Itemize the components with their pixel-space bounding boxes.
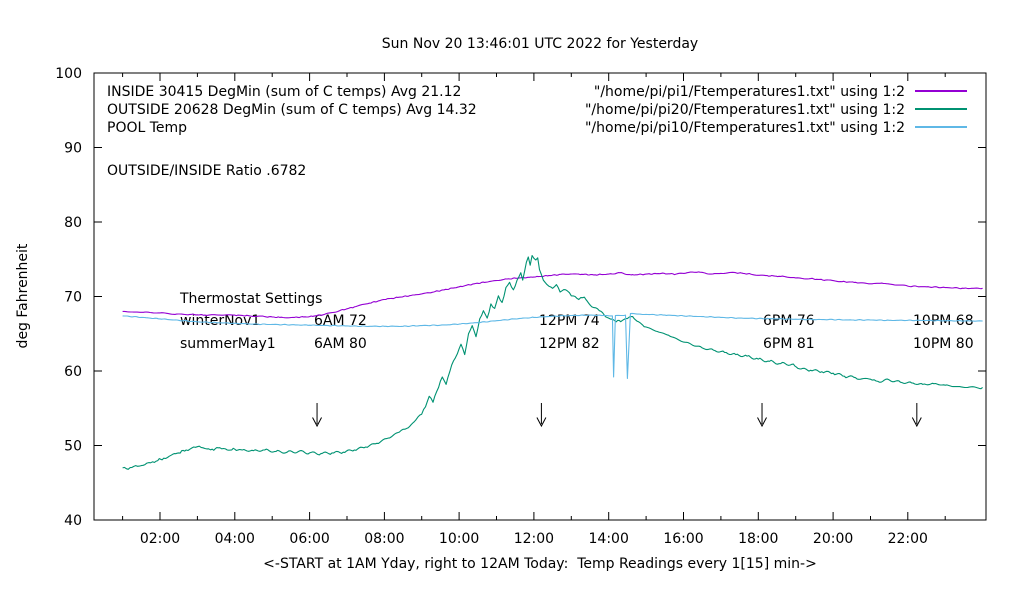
y-tick-label: 60: [64, 364, 82, 380]
y-tick-label: 40: [64, 513, 82, 529]
legend-line-sample-inside: [915, 90, 967, 92]
x-tick-label: 06:00: [289, 531, 329, 547]
y-tick-label: 70: [64, 290, 82, 306]
legend-file-inside: "/home/pi/pi1/Ftemperatures1.txt" using …: [593, 84, 905, 100]
y-tick-label: 50: [64, 439, 82, 455]
x-tick-label: 10:00: [439, 531, 479, 547]
legend-label-outside: OUTSIDE 20628 DegMin (sum of C temps) Av…: [107, 102, 477, 118]
series-line-outside: [122, 254, 983, 470]
x-tick-label: 12:00: [514, 531, 554, 547]
thermostat-winter-label: winterNov1: [180, 313, 261, 329]
y-tick-label: 90: [64, 141, 82, 157]
y-tick-label: 100: [55, 66, 82, 82]
x-tick-label: 18:00: [738, 531, 778, 547]
x-tick-label: 02:00: [140, 531, 180, 547]
legend-file-pool: "/home/pi/pi10/Ftemperatures1.txt" using…: [584, 120, 905, 136]
chart-title: Sun Nov 20 13:46:01 UTC 2022 for Yesterd…: [381, 36, 699, 52]
thermostat-summer-6pm: 6PM 81: [763, 336, 815, 352]
x-tick-label: 16:00: [663, 531, 703, 547]
legend-file-outside: "/home/pi/pi20/Ftemperatures1.txt" using…: [584, 102, 905, 118]
thermostat-summer-label: summerMay1: [180, 336, 276, 352]
thermostat-summer-12pm: 12PM 82: [539, 336, 600, 352]
thermostat-heading: Thermostat Settings: [180, 291, 323, 307]
legend-label-pool: POOL Temp: [107, 120, 188, 136]
x-tick-label: 08:00: [364, 531, 404, 547]
y-axis-label: deg Fahrenheit: [15, 243, 31, 349]
thermostat-winter-12pm: 12PM 74: [539, 313, 600, 329]
x-tick-label: 14:00: [589, 531, 629, 547]
schedule-arrow-head: [757, 417, 767, 428]
legend-line-sample-pool: [915, 126, 967, 128]
thermostat-summer-10pm: 10PM 80: [913, 336, 974, 352]
legend-label-inside: INSIDE 30415 DegMin (sum of C temps) Avg…: [107, 84, 462, 100]
x-tick-label: 22:00: [888, 531, 928, 547]
legend-line-sample-outside: [915, 108, 967, 110]
x-axis-label: <-START at 1AM Yday, right to 12AM Today…: [263, 556, 817, 572]
thermostat-summer-6am: 6AM 80: [314, 336, 367, 352]
x-tick-label: 20:00: [813, 531, 853, 547]
thermostat-winter-6am: 6AM 72: [314, 313, 367, 329]
thermostat-winter-6pm: 6PM 76: [763, 313, 815, 329]
schedule-arrow-head: [536, 417, 547, 428]
schedule-arrow-head: [911, 417, 922, 428]
y-tick-label: 80: [64, 215, 82, 231]
thermostat-winter-10pm: 10PM 68: [913, 313, 974, 329]
schedule-arrow-head: [312, 417, 322, 428]
x-tick-label: 04:00: [215, 531, 255, 547]
ratio-annotation: OUTSIDE/INSIDE Ratio .6782: [107, 163, 307, 179]
